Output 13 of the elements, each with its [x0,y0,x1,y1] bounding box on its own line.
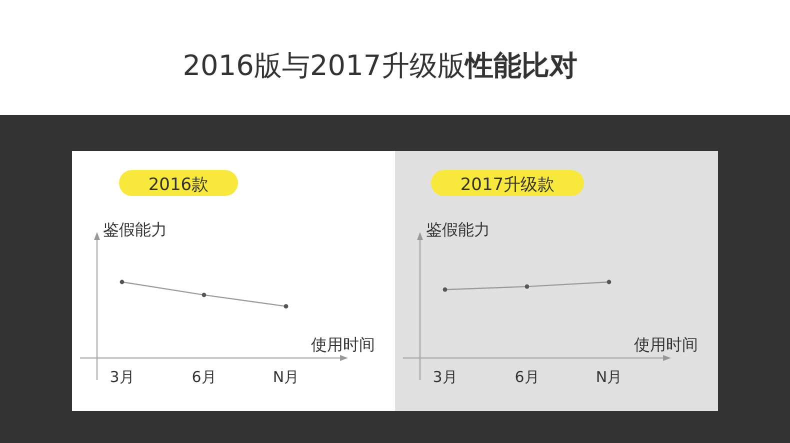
x-tick-label: N月 [596,368,622,386]
x-tick-label: 3月 [110,368,134,386]
x-axis-title: 使用时间 [634,335,698,354]
chart-title: 2016款 [148,175,209,195]
text: 2016版与2017升级版性能比对 [182,49,578,82]
x-tick-label: 6月 [514,368,540,386]
x-tick-label: 3月 [432,368,458,386]
x-tick-label: N月 [272,368,300,386]
y-axis-title: 鉴假能力 [426,220,490,239]
x-axis-title: 使用时间 [311,335,375,354]
chart-title: 2017升级款 [460,175,555,195]
x-tick-label: 6月 [192,368,216,386]
y-axis-title: 鉴假能力 [103,220,167,239]
